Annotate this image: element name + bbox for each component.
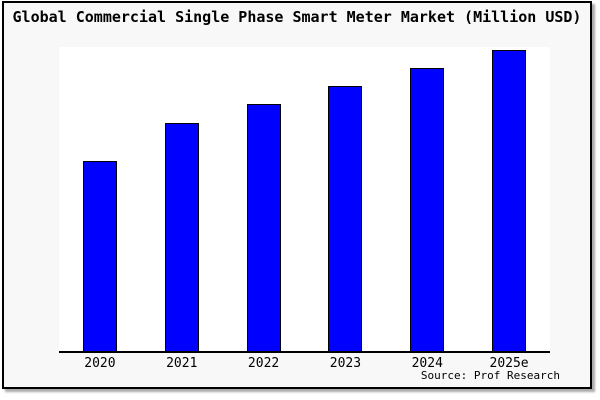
x-tick-label-2020: 2020 xyxy=(84,356,116,371)
x-tick-label-2022: 2022 xyxy=(247,356,280,371)
chart-frame: Global Commercial Single Phase Smart Met… xyxy=(2,1,592,389)
source-credit: Source: Prof Research xyxy=(420,369,560,382)
bar-2023 xyxy=(328,85,363,351)
x-tick-label-2025e: 2025e xyxy=(489,356,529,371)
x-axis-labels: 2020 2021 2022 2023 2024 2025e xyxy=(59,356,550,372)
x-tick-label-2021: 2021 xyxy=(166,356,198,371)
bar-2024 xyxy=(410,67,445,351)
chart-title: Global Commercial Single Phase Smart Met… xyxy=(12,8,582,26)
bar-2025e xyxy=(492,50,527,351)
bar-2022 xyxy=(246,104,281,351)
bar-2020 xyxy=(82,161,117,351)
bar-2021 xyxy=(164,123,199,351)
plot-area xyxy=(59,47,550,353)
x-tick-label-2024: 2024 xyxy=(411,356,443,371)
x-tick-label-2023: 2023 xyxy=(329,356,362,371)
